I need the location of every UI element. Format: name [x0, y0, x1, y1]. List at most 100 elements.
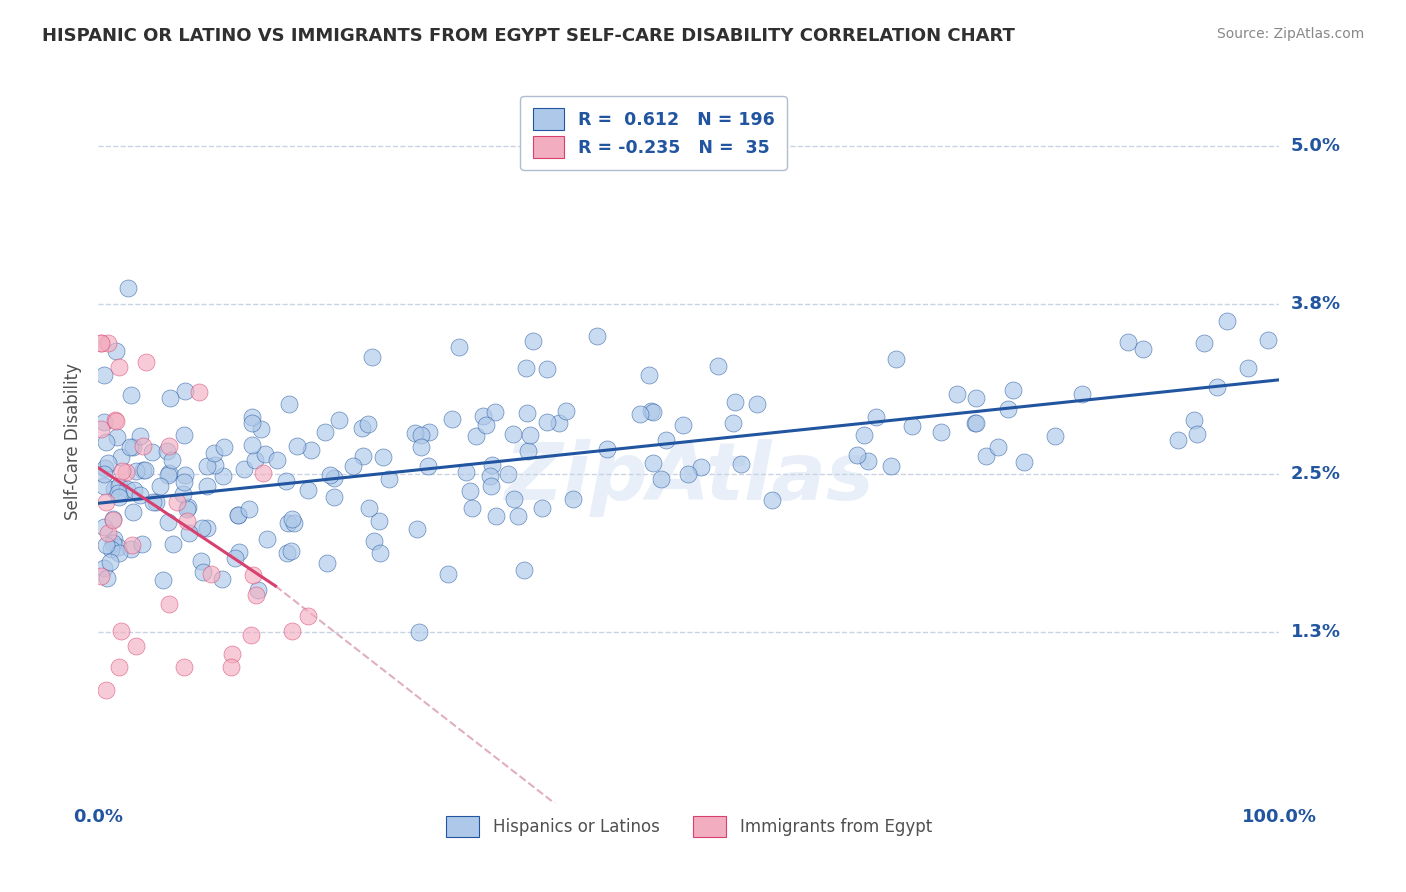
- Point: [173, 468, 195, 483]
- Point: [247, 582, 270, 597]
- Point: [107, 540, 129, 554]
- Point: [149, 479, 172, 493]
- Point: [418, 425, 440, 440]
- Point: [110, 450, 132, 465]
- Point: [277, 516, 299, 530]
- Point: [328, 413, 350, 427]
- Point: [120, 541, 142, 556]
- Point: [1237, 360, 1260, 375]
- Point: [187, 384, 209, 399]
- Point: [103, 532, 125, 546]
- Point: [200, 567, 222, 582]
- Point: [363, 533, 385, 548]
- Point: [103, 482, 125, 496]
- Text: 3.8%: 3.8%: [1291, 294, 1341, 312]
- Point: [97, 525, 120, 540]
- Point: [191, 565, 214, 579]
- Point: [974, 449, 997, 463]
- Point: [111, 464, 134, 478]
- Point: [745, 397, 768, 411]
- Point: [1132, 342, 1154, 356]
- Point: [93, 561, 115, 575]
- Point: [238, 501, 260, 516]
- Point: [449, 340, 471, 354]
- Point: [166, 495, 188, 509]
- Point: [276, 546, 298, 560]
- Point: [1118, 334, 1140, 349]
- Point: [108, 479, 131, 493]
- Point: [274, 474, 297, 488]
- Point: [461, 500, 484, 515]
- Point: [530, 501, 553, 516]
- Point: [858, 454, 880, 468]
- Point: [115, 482, 138, 496]
- Point: [297, 483, 319, 497]
- Point: [484, 508, 506, 523]
- Point: [132, 463, 155, 477]
- Point: [371, 450, 394, 465]
- Point: [212, 441, 235, 455]
- Point: [404, 425, 426, 440]
- Point: [536, 415, 558, 429]
- Point: [190, 554, 212, 568]
- Point: [101, 513, 124, 527]
- Point: [1184, 413, 1206, 427]
- Point: [707, 359, 730, 374]
- Point: [224, 550, 246, 565]
- Point: [1192, 335, 1215, 350]
- Point: [409, 440, 432, 454]
- Point: [285, 439, 308, 453]
- Point: [156, 443, 179, 458]
- Point: [226, 508, 249, 522]
- Point: [465, 429, 488, 443]
- Point: [101, 536, 124, 550]
- Point: [172, 486, 194, 500]
- Point: [108, 359, 131, 374]
- Point: [94, 495, 117, 509]
- Point: [283, 516, 305, 530]
- Point: [846, 448, 869, 462]
- Point: [108, 490, 131, 504]
- Point: [456, 465, 478, 479]
- Point: [277, 397, 299, 411]
- Point: [228, 544, 250, 558]
- Point: [157, 466, 180, 480]
- Text: 2.5%: 2.5%: [1291, 466, 1340, 483]
- Point: [730, 457, 752, 471]
- Point: [641, 404, 664, 418]
- Point: [93, 416, 115, 430]
- Point: [506, 508, 529, 523]
- Point: [522, 334, 544, 348]
- Point: [132, 439, 155, 453]
- Point: [323, 490, 346, 504]
- Point: [314, 425, 336, 440]
- Point: [242, 568, 264, 582]
- Point: [503, 492, 526, 507]
- Point: [134, 463, 156, 477]
- Point: [1185, 426, 1208, 441]
- Point: [481, 458, 503, 473]
- Point: [94, 538, 117, 552]
- Point: [900, 419, 922, 434]
- Point: [97, 456, 120, 470]
- Point: [721, 417, 744, 431]
- Point: [378, 472, 401, 486]
- Point: [724, 395, 747, 409]
- Point: [965, 391, 987, 405]
- Point: [852, 427, 875, 442]
- Point: [484, 405, 506, 419]
- Point: [1206, 380, 1229, 394]
- Point: [145, 494, 167, 508]
- Point: [107, 485, 129, 500]
- Point: [135, 355, 157, 369]
- Point: [243, 453, 266, 467]
- Point: [156, 467, 179, 482]
- Point: [120, 388, 142, 402]
- Point: [125, 639, 148, 653]
- Point: [479, 479, 502, 493]
- Point: [472, 409, 495, 424]
- Point: [254, 447, 277, 461]
- Point: [232, 462, 254, 476]
- Point: [90, 422, 112, 436]
- Point: [409, 427, 432, 442]
